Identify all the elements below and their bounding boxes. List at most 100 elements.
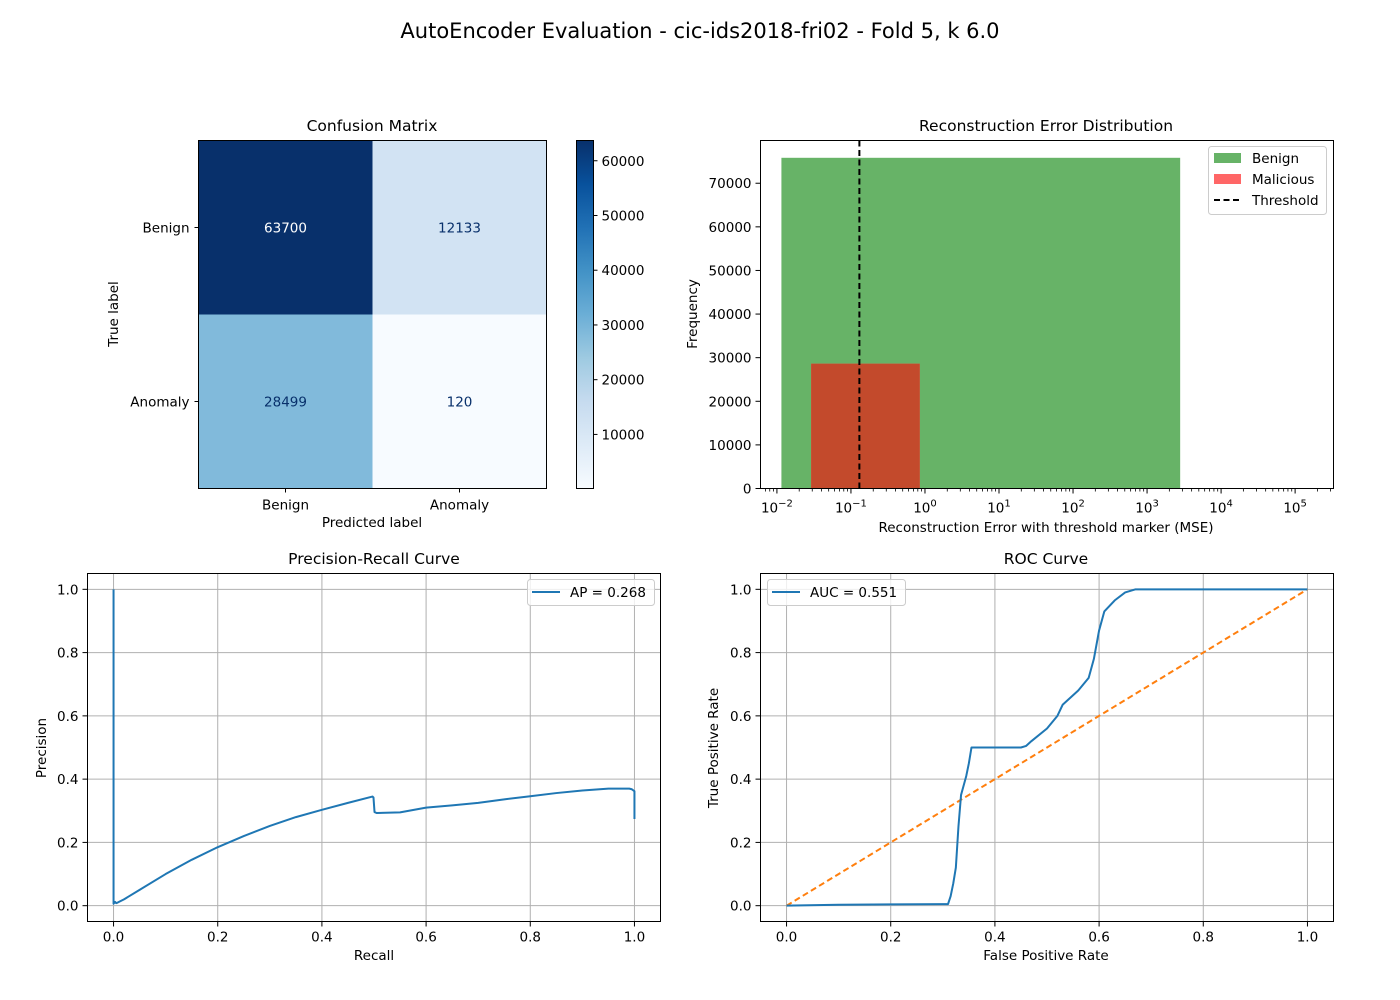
roc-xlabel: False Positive Rate xyxy=(983,948,1108,964)
precision-recall-xlabel: Recall xyxy=(354,948,394,964)
xtick-label: 0.8 xyxy=(520,930,541,946)
histogram-ylabel: Frequency xyxy=(685,279,701,349)
confusion-matrix-title: Confusion Matrix xyxy=(307,117,438,135)
confusion-matrix-value: 120 xyxy=(447,395,473,411)
colorbar-ticks: 10000 20000 30000 40000 50000 60000 xyxy=(593,154,645,443)
confusion-matrix-col-label: Anomaly xyxy=(430,498,489,514)
confusion-matrix-ticks: Benign Anomaly Benign Anomaly xyxy=(130,221,489,514)
ytick-label: 0.0 xyxy=(730,899,751,915)
roc-line xyxy=(786,588,1308,907)
legend-malicious-label: Malicious xyxy=(1252,172,1314,188)
xtick-label: 0.6 xyxy=(415,930,436,946)
histogram-legend-box xyxy=(1208,146,1327,215)
histogram-ytick-label: 40000 xyxy=(709,307,752,323)
confusion-matrix-cell xyxy=(198,314,373,489)
confusion-matrix-row-label: Benign xyxy=(143,221,190,237)
roc-legend-box xyxy=(767,579,906,606)
ytick-label: 0.4 xyxy=(730,772,751,788)
ytick-label: 0.8 xyxy=(730,646,751,662)
histogram-ticks: 10−2 10−1 100 101 102 103 104 105 0 10000 20000 300… xyxy=(709,176,1331,517)
histogram-ytick-label: 20000 xyxy=(709,394,752,410)
histogram-ytick-label: 60000 xyxy=(709,220,752,236)
roc-legend: AUC = 0.551 xyxy=(767,579,906,606)
histogram-ytick-label: 10000 xyxy=(709,438,752,454)
ytick-label: 0.2 xyxy=(57,835,78,851)
histogram-xtick-label: 101 xyxy=(987,499,1011,517)
roc-legend-label: AUC = 0.551 xyxy=(810,585,897,601)
roc-ylabel: True Positive Rate xyxy=(706,688,722,809)
reconstruction-error-title: Reconstruction Error Distribution xyxy=(919,117,1173,135)
confusion-matrix-frame xyxy=(198,140,547,489)
xtick-label: 0.4 xyxy=(984,930,1005,946)
overlap-bar xyxy=(811,363,920,489)
ytick-label: 0.6 xyxy=(730,709,751,725)
histogram-xlabel: Reconstruction Error with threshold mark… xyxy=(878,520,1213,536)
precision-recall-ticks: 0.0 0.2 0.4 0.6 0.8 1.0 0.0 0.2 0.4 0.6 0.8 1.0 xyxy=(57,582,645,945)
precision-recall-title: Precision-Recall Curve xyxy=(288,550,460,568)
confusion-matrix-xlabel: Predicted label xyxy=(322,515,422,531)
ytick-label: 0.8 xyxy=(57,646,78,662)
precision-recall-legend-label: AP = 0.268 xyxy=(570,585,646,601)
precision-recall-legend-box xyxy=(527,579,655,606)
ytick-label: 1.0 xyxy=(57,582,78,598)
xtick-label: 0.4 xyxy=(311,930,332,946)
roc-frame xyxy=(760,573,1334,922)
xtick-label: 1.0 xyxy=(1297,930,1318,946)
xtick-label: 0.6 xyxy=(1088,930,1109,946)
colorbar xyxy=(576,140,594,489)
colorbar-tick-label: 40000 xyxy=(602,263,645,279)
figure-suptitle: AutoEncoder Evaluation - cic-ids2018-fri… xyxy=(400,19,999,43)
roc-panel: ROC Curve 0.0 0.2 0.4 0.6 0.8 1.0 0.0 0.2 0.4 0.6… xyxy=(706,550,1334,964)
xtick-label: 0.8 xyxy=(1193,930,1214,946)
ytick-label: 0.0 xyxy=(57,899,78,915)
histogram-bars xyxy=(781,157,1181,489)
histogram-xtick-label: 10−2 xyxy=(761,499,793,517)
legend-benign-swatch xyxy=(1214,153,1241,163)
roc-diagonal-line xyxy=(786,588,1308,907)
histogram-xtick-label: 103 xyxy=(1135,499,1159,517)
confusion-matrix-cell xyxy=(372,314,547,489)
confusion-matrix-panel: Confusion Matrix 63700 12133 28499 120 Beni… xyxy=(106,117,644,531)
histogram-xtick-label: 102 xyxy=(1061,499,1085,517)
roc-title: ROC Curve xyxy=(1004,550,1088,568)
confusion-matrix-col-label: Benign xyxy=(262,498,309,514)
histogram-ytick-label: 50000 xyxy=(709,263,752,279)
precision-recall-legend: AP = 0.268 xyxy=(527,579,655,606)
histogram-xtick-label: 10−1 xyxy=(835,499,867,517)
ytick-label: 1.0 xyxy=(730,582,751,598)
confusion-matrix-row-label: Anomaly xyxy=(130,395,189,411)
colorbar-tick-label: 60000 xyxy=(602,154,645,170)
histogram-xtick-label: 100 xyxy=(913,499,937,517)
confusion-matrix-cells: 63700 12133 28499 120 xyxy=(198,140,547,489)
xtick-label: 0.2 xyxy=(207,930,228,946)
confusion-matrix-ylabel: True label xyxy=(106,281,122,348)
colorbar-tick-label: 20000 xyxy=(602,373,645,389)
legend-threshold-label: Threshold xyxy=(1251,193,1319,209)
confusion-matrix-value: 12133 xyxy=(438,221,481,237)
histogram-xtick-label: 105 xyxy=(1283,499,1307,517)
confusion-matrix-value: 63700 xyxy=(264,221,307,237)
precision-recall-line xyxy=(112,589,636,905)
histogram-ytick-label: 70000 xyxy=(709,176,752,192)
xtick-label: 0.2 xyxy=(880,930,901,946)
xtick-label: 1.0 xyxy=(624,930,645,946)
xtick-label: 0.0 xyxy=(776,930,797,946)
xtick-label: 0.0 xyxy=(103,930,124,946)
legend-malicious-swatch xyxy=(1214,174,1241,184)
precision-recall-ylabel: Precision xyxy=(34,718,50,778)
roc-ticks: 0.0 0.2 0.4 0.6 0.8 1.0 0.0 0.2 0.4 0.6 0.8 1.0 xyxy=(730,582,1318,945)
confusion-matrix-cell xyxy=(198,140,373,315)
precision-recall-panel: Precision-Recall Curve 0.0 0.2 0.4 0.6 0.8 1.… xyxy=(34,550,661,964)
colorbar-tick-label: 30000 xyxy=(602,318,645,334)
histogram-legend: Benign Malicious Threshold xyxy=(1208,146,1327,215)
precision-recall-frame xyxy=(87,573,661,922)
histogram-xtick-label: 104 xyxy=(1209,499,1233,517)
confusion-matrix-value: 28499 xyxy=(264,395,307,411)
confusion-matrix-cell xyxy=(372,140,547,315)
colorbar-tick-label: 10000 xyxy=(602,427,645,443)
ytick-label: 0.4 xyxy=(57,772,78,788)
ytick-label: 0.6 xyxy=(57,709,78,725)
reconstruction-error-panel: Reconstruction Error Distribution 10−2 10… xyxy=(685,117,1334,536)
histogram-ytick-label: 30000 xyxy=(709,351,752,367)
